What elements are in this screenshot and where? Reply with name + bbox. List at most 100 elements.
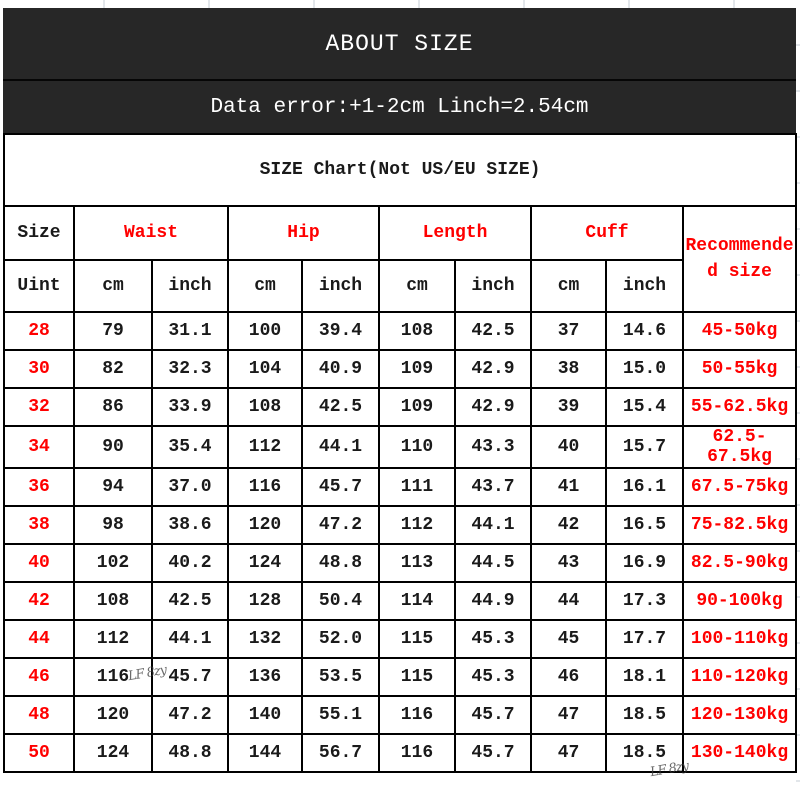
cell-waist-inch: 33.9 xyxy=(151,387,229,427)
cell-waist-inch: 40.2 xyxy=(151,543,229,583)
cell-waist-inch: 48.8 xyxy=(151,733,229,773)
cell-hip-inch: 50.4 xyxy=(301,581,380,621)
cell-hip-cm: 120 xyxy=(227,505,303,545)
cell-waist-cm: 102 xyxy=(73,543,153,583)
cell-cuff-cm: 43 xyxy=(530,543,607,583)
cell-cuff-cm: 45 xyxy=(530,619,607,659)
cell-length-cm: 110 xyxy=(378,425,456,469)
group-header-row: Size Waist Hip Length Cuff Recommended s… xyxy=(3,205,798,313)
cell-length-cm: 114 xyxy=(378,581,456,621)
cell-cuff-cm: 37 xyxy=(530,311,607,351)
cell-length-inch: 45.7 xyxy=(454,733,532,773)
cell-hip-inch: 39.4 xyxy=(301,311,380,351)
cell-size: 28 xyxy=(3,311,75,351)
cell-hip-cm: 132 xyxy=(227,619,303,659)
cell-length-cm: 109 xyxy=(378,387,456,427)
cell-hip-inch: 47.2 xyxy=(301,505,380,545)
table-title: SIZE Chart(Not US/EU SIZE) xyxy=(2,133,798,207)
cell-waist-inch: 45.7 xyxy=(151,657,229,697)
cell-length-inch: 44.5 xyxy=(454,543,532,583)
cell-size: 30 xyxy=(3,349,75,389)
col-group-cuff: Cuff xyxy=(530,205,684,261)
table-row-size-40: 40 102 40.2 124 48.8 113 44.5 43 16.9 82… xyxy=(3,543,798,583)
cell-waist-inch: 31.1 xyxy=(151,311,229,351)
cell-length-inch: 45.3 xyxy=(454,657,532,697)
cell-waist-inch: 37.0 xyxy=(151,467,229,507)
cell-cuff-inch: 16.1 xyxy=(605,467,684,507)
cell-size: 40 xyxy=(3,543,75,583)
table-row-size-32: 32 86 33.9 108 42.5 109 42.9 39 15.4 55-… xyxy=(3,387,798,427)
cell-cuff-cm: 40 xyxy=(530,425,607,469)
cell-cuff-inch: 16.9 xyxy=(605,543,684,583)
subheader-cuff-inch: inch xyxy=(605,259,684,313)
cell-cuff-cm: 47 xyxy=(530,695,607,735)
cell-waist-cm: 120 xyxy=(73,695,153,735)
cell-waist-cm: 94 xyxy=(73,467,153,507)
cell-length-inch: 42.5 xyxy=(454,311,532,351)
cell-waist-inch: 42.5 xyxy=(151,581,229,621)
cell-cuff-inch: 17.3 xyxy=(605,581,684,621)
cell-recommended: 110-120kg xyxy=(681,657,798,697)
col-group-waist: Waist xyxy=(73,205,229,261)
cell-size: 46 xyxy=(3,657,75,697)
table-row-size-38: 38 98 38.6 120 47.2 112 44.1 42 16.5 75-… xyxy=(3,505,798,545)
cell-recommended: 75-82.5kg xyxy=(681,505,798,545)
cell-waist-cm: 86 xyxy=(73,387,153,427)
col-group-hip: Hip xyxy=(227,205,380,261)
cell-hip-inch: 42.5 xyxy=(301,387,380,427)
cell-length-cm: 115 xyxy=(378,619,456,659)
col-header-size: Size xyxy=(3,205,75,261)
cell-length-inch: 44.9 xyxy=(454,581,532,621)
cell-hip-cm: 112 xyxy=(227,425,303,469)
cell-length-cm: 115 xyxy=(378,657,456,697)
subheader-waist-cm: cm xyxy=(73,259,153,313)
table-row-size-46: 46 116 45.7 136 53.5 115 45.3 46 18.1 11… xyxy=(3,657,798,697)
cell-hip-inch: 45.7 xyxy=(301,467,380,507)
cell-hip-cm: 108 xyxy=(227,387,303,427)
cell-size: 44 xyxy=(3,619,75,659)
table-row-size-30: 30 82 32.3 104 40.9 109 42.9 38 15.0 50-… xyxy=(3,349,798,389)
cell-hip-inch: 52.0 xyxy=(301,619,380,659)
table-title-row: SIZE Chart(Not US/EU SIZE) xyxy=(2,133,798,207)
cell-waist-inch: 35.4 xyxy=(151,425,229,469)
cell-hip-inch: 40.9 xyxy=(301,349,380,389)
cell-size: 50 xyxy=(3,733,75,773)
cell-cuff-inch: 18.1 xyxy=(605,657,684,697)
cell-length-inch: 43.7 xyxy=(454,467,532,507)
cell-hip-inch: 56.7 xyxy=(301,733,380,773)
cell-length-cm: 113 xyxy=(378,543,456,583)
cell-cuff-cm: 46 xyxy=(530,657,607,697)
cell-size: 32 xyxy=(3,387,75,427)
banner-title: ABOUT SIZE xyxy=(325,30,474,57)
cell-length-inch: 44.1 xyxy=(454,505,532,545)
cell-waist-cm: 124 xyxy=(73,733,153,773)
cell-cuff-inch: 15.0 xyxy=(605,349,684,389)
cell-cuff-inch: 14.6 xyxy=(605,311,684,351)
spreadsheet-gridlines-right xyxy=(796,0,800,800)
cell-recommended: 62.5-67.5kg xyxy=(681,425,798,469)
cell-size: 48 xyxy=(3,695,75,735)
unit-header-row: Uint cm inch cm inch cm inch cm inch xyxy=(3,259,796,313)
cell-length-inch: 45.3 xyxy=(454,619,532,659)
table-row-size-44: 44 112 44.1 132 52.0 115 45.3 45 17.7 10… xyxy=(3,619,798,659)
cell-waist-cm: 82 xyxy=(73,349,153,389)
size-chart-table: SIZE Chart(Not US/EU SIZE) Size Waist Hi… xyxy=(2,133,798,773)
col-header-unit: Uint xyxy=(3,259,75,313)
cell-cuff-inch: 18.5 xyxy=(605,695,684,735)
spreadsheet-gridlines-top xyxy=(0,0,800,8)
cell-waist-cm: 112 xyxy=(73,619,153,659)
cell-length-cm: 116 xyxy=(378,733,456,773)
cell-waist-inch: 47.2 xyxy=(151,695,229,735)
subheader-hip-cm: cm xyxy=(227,259,303,313)
cell-waist-inch: 44.1 xyxy=(151,619,229,659)
banner-subtitle: Data error:+1-2cm Linch=2.54cm xyxy=(210,95,589,119)
table-row-size-42: 42 108 42.5 128 50.4 114 44.9 44 17.3 90… xyxy=(3,581,798,621)
cell-length-cm: 109 xyxy=(378,349,456,389)
cell-cuff-inch: 16.5 xyxy=(605,505,684,545)
cell-waist-cm: 98 xyxy=(73,505,153,545)
cell-waist-cm: 79 xyxy=(73,311,153,351)
cell-cuff-inch: 15.7 xyxy=(605,425,684,469)
cell-cuff-inch: 17.7 xyxy=(605,619,684,659)
cell-hip-cm: 104 xyxy=(227,349,303,389)
